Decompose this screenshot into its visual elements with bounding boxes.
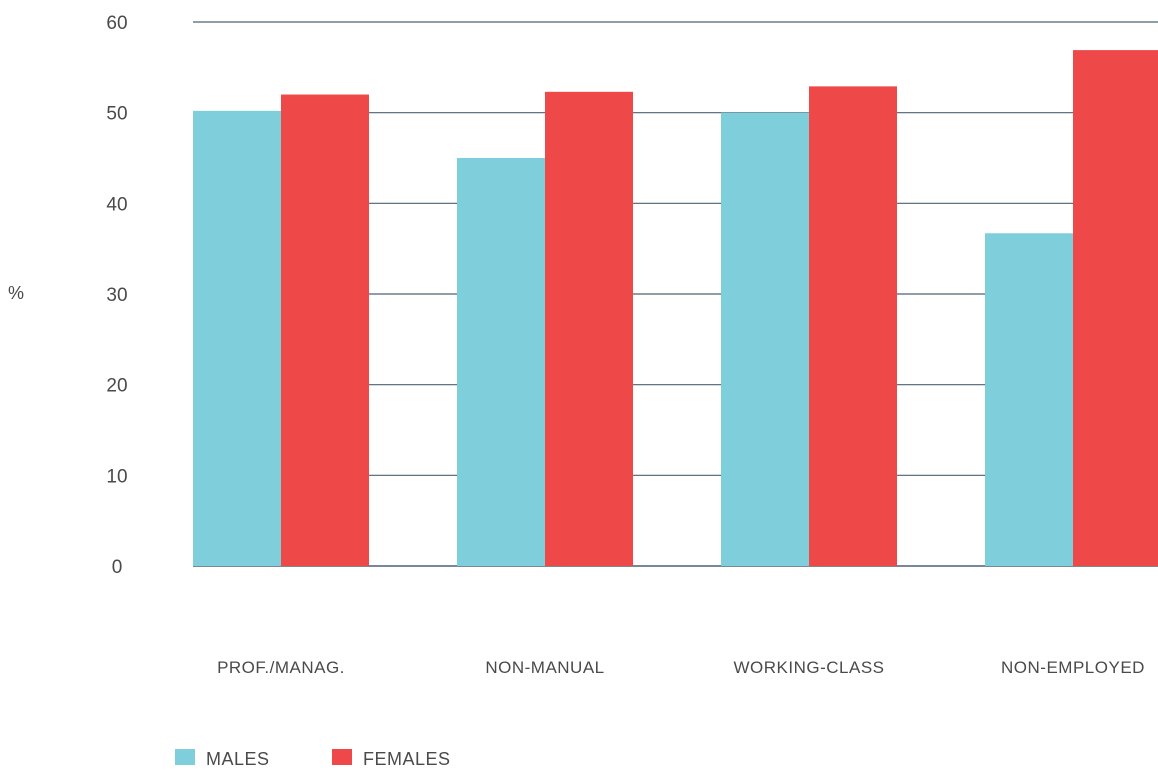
y-tick-label: 30 xyxy=(106,285,127,306)
y-tick-label: 50 xyxy=(106,104,127,125)
bar-males-0 xyxy=(193,110,281,566)
y-tick-label: 20 xyxy=(106,376,127,397)
category-label: WORKING-CLASS xyxy=(733,658,884,677)
y-tick-labels: 0 10 20 30 40 50 60 xyxy=(106,13,127,578)
bars xyxy=(193,50,1158,567)
y-tick-label: 60 xyxy=(106,13,127,34)
legend-label-females: FEMALES xyxy=(363,749,451,769)
category-labels: PROF./MANAG. NON-MANUAL WORKING-CLASS NON-E… xyxy=(217,658,1145,677)
legend-swatch-males xyxy=(175,749,195,765)
bar-females-3 xyxy=(1073,50,1158,566)
legend: MALES FEMALES xyxy=(175,749,451,769)
bar-males-2 xyxy=(721,112,809,567)
category-label: PROF./MANAG. xyxy=(217,658,345,677)
y-tick-label: 10 xyxy=(106,466,127,487)
bar-males-1 xyxy=(457,158,545,566)
bar-females-2 xyxy=(809,86,897,566)
y-axis-label: % xyxy=(8,283,24,303)
legend-swatch-females xyxy=(332,749,352,765)
bar-females-1 xyxy=(545,91,633,567)
bar-females-0 xyxy=(281,94,369,567)
legend-label-males: MALES xyxy=(206,749,270,769)
y-tick-label: 40 xyxy=(106,194,127,215)
category-label: NON-EMPLOYED xyxy=(1001,658,1145,677)
y-tick-label: 0 xyxy=(112,557,123,578)
category-label: NON-MANUAL xyxy=(485,658,604,677)
bar-males-3 xyxy=(985,233,1073,566)
